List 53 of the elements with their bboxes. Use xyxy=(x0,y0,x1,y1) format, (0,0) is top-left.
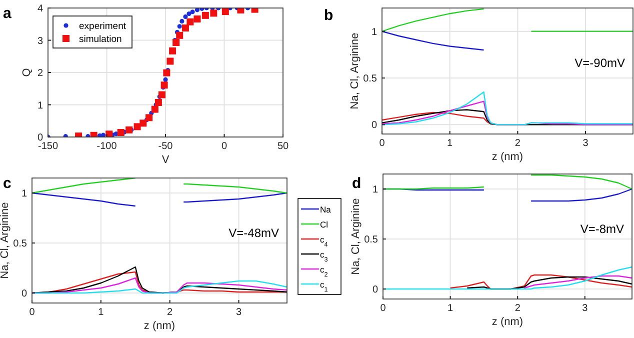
y-tick-label: 0 xyxy=(371,120,378,132)
y-axis-title: Na, Cl, Arginine xyxy=(349,32,361,110)
y-tick-label: 0.5 xyxy=(13,238,28,250)
x-tick-label: 1 xyxy=(447,138,454,149)
chart-title: d xyxy=(352,175,362,192)
legend-label: Na xyxy=(320,204,332,214)
x-tick-label: 2 xyxy=(514,303,521,314)
legend-label: c$_{4}$ xyxy=(320,234,328,248)
x-tick-label: 0 xyxy=(221,141,228,152)
x-tick-label: 2 xyxy=(167,307,174,318)
annotation: V=-8mV xyxy=(580,222,624,236)
y-tick-label: 2 xyxy=(37,68,44,79)
x-tick-label: 50 xyxy=(277,141,289,152)
legend-label: experiment xyxy=(79,21,126,32)
x-tick-label: 1 xyxy=(448,303,454,314)
legend-label: c$_{1}$ xyxy=(320,280,328,293)
x-tick-label: 3 xyxy=(582,138,589,149)
annotation: V=-48mV xyxy=(228,226,279,240)
x-tick-label: -100 xyxy=(96,141,118,152)
x-axis-title: V xyxy=(162,154,170,166)
y-tick-label: 0 xyxy=(372,284,378,296)
x-tick-label: 3 xyxy=(236,307,242,318)
x-tick-label: 2 xyxy=(514,138,521,149)
x-tick-label: 3 xyxy=(582,303,588,314)
y-tick-label: 4 xyxy=(37,4,44,14)
y-tick-label: 0 xyxy=(21,288,28,300)
x-axis-title: z (nm) xyxy=(144,320,176,332)
legend-label: c$_{3}$ xyxy=(320,250,328,263)
y-tick-label: 1 xyxy=(21,188,28,200)
y-tick-label: 3 xyxy=(37,36,44,47)
legend-label: c$_{2}$ xyxy=(320,264,328,278)
x-tick-label: -50 xyxy=(158,141,174,152)
y-axis-title: Na, Cl, Arginine xyxy=(0,202,11,279)
x-tick-label: 0 xyxy=(380,303,386,314)
chart-title: c xyxy=(3,175,12,192)
chart-title: a xyxy=(3,5,12,22)
annotation: V=-90mV xyxy=(574,56,625,70)
y-axis-title: Q xyxy=(21,68,33,77)
legend-label: simulation xyxy=(79,34,122,45)
y-tick-label: 1 xyxy=(371,26,378,38)
y-axis-title: Na, Cl, Arginine xyxy=(350,198,362,275)
x-tick-label: 1 xyxy=(98,307,104,318)
x-axis-title: z (nm) xyxy=(492,151,524,163)
y-tick-label: 1 xyxy=(37,100,44,112)
x-tick-label: -150 xyxy=(38,141,58,152)
x-tick-label: 0 xyxy=(29,307,36,318)
legend-label: Cl xyxy=(320,220,328,230)
chart-title: b xyxy=(324,7,334,24)
x-tick-label: 0 xyxy=(379,138,386,149)
y-tick-label: 0.5 xyxy=(364,234,378,246)
y-tick-label: 0.5 xyxy=(363,74,378,84)
x-axis-title: z (nm) xyxy=(492,316,524,328)
y-tick-label: 1 xyxy=(372,184,378,196)
